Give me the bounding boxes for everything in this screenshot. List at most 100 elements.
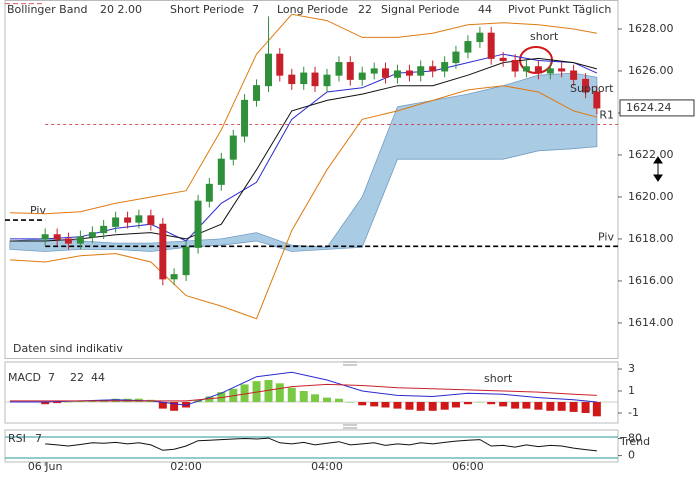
histogram-bar: [346, 402, 355, 403]
candle-body: [135, 215, 143, 223]
histogram-bar: [323, 397, 332, 403]
y-tick-label: 1: [628, 384, 635, 397]
candle-body: [217, 158, 225, 185]
indicator-settings: 22: [358, 3, 372, 16]
candle-body: [499, 57, 507, 61]
macd-panel: [4, 361, 619, 424]
pivot-label: Piv: [598, 230, 614, 243]
price-box: [619, 99, 695, 117]
panel-setting: 7: [48, 371, 55, 384]
macd-line: [9, 371, 597, 406]
histogram-bar: [252, 381, 261, 403]
candle-body: [300, 72, 308, 85]
candle-body: [522, 66, 530, 72]
candle-body: [88, 232, 96, 238]
histogram-bar: [416, 402, 425, 411]
y-tick-label: 1616.00: [628, 274, 674, 287]
histogram-bar: [546, 402, 555, 411]
candle-body: [159, 223, 167, 280]
panel-label: RSI: [8, 432, 26, 445]
price-label: 1624.24: [626, 101, 672, 114]
annotation: short: [484, 372, 513, 385]
candle-body: [582, 78, 590, 93]
histogram-bar: [158, 402, 167, 409]
candle-body: [205, 183, 213, 202]
rsi-line: [45, 437, 597, 452]
histogram-bar: [428, 402, 437, 411]
x-tick-label: 02:00: [170, 460, 202, 473]
y-tick-label: -1: [628, 406, 639, 419]
annotation: Trend: [619, 435, 650, 448]
histogram-bar: [405, 402, 414, 410]
indicator-settings: 7: [252, 3, 259, 16]
x-tick-label: 06:00: [452, 460, 484, 473]
overlay-line: [9, 13, 597, 215]
histogram-bar: [334, 398, 343, 403]
y-tick-label: 3: [628, 362, 635, 375]
histogram-bar: [569, 402, 578, 412]
y-tick-label: 1626.00: [628, 64, 674, 77]
indicator-name: Signal Periode: [381, 3, 460, 16]
histogram-bar: [522, 402, 531, 409]
candle-body: [170, 274, 178, 280]
candle-body: [441, 62, 449, 72]
candle-body: [370, 68, 378, 74]
y-tick-label: 1628.00: [628, 22, 674, 35]
candle-body: [276, 53, 284, 76]
histogram-bar: [88, 400, 97, 403]
pivot-label: R1: [599, 109, 614, 122]
histogram-bar: [370, 402, 379, 407]
candle-body: [265, 53, 273, 87]
overlay-line: [9, 85, 598, 320]
histogram-bar: [205, 396, 214, 403]
histogram-bar: [381, 402, 390, 408]
candle-body: [124, 217, 132, 223]
histogram-bar: [440, 402, 449, 410]
histogram-bar: [581, 402, 590, 413]
histogram-bar: [499, 402, 508, 407]
histogram-bar: [358, 402, 367, 406]
candle-body: [147, 215, 155, 225]
y-tick-label: 80: [628, 432, 642, 445]
histogram-bar: [475, 402, 484, 403]
y-tick-label: 0: [628, 449, 635, 462]
x-tick-label: 06 Jun: [28, 460, 63, 473]
panel-setting: 7: [35, 432, 42, 445]
panel-setting: 22: [70, 371, 84, 384]
histogram-bar: [592, 402, 601, 417]
candle-body: [429, 66, 437, 72]
candle-body: [405, 70, 413, 76]
y-tick-label: 1614.00: [628, 316, 674, 329]
candle-body: [534, 66, 542, 74]
indicator-name: Pivot Punkt Täglich: [508, 3, 611, 16]
indicator-name: Long Periode: [277, 3, 348, 16]
histogram-bar: [534, 402, 543, 410]
candle-body: [100, 225, 108, 234]
annotation: Support: [570, 82, 614, 95]
candle-body: [335, 62, 343, 76]
candle-body: [476, 32, 484, 43]
panel-label: MACD: [8, 371, 41, 384]
overlay-line: [9, 57, 598, 242]
candle-body: [464, 41, 472, 53]
scroll-arrows[interactable]: [653, 156, 663, 182]
indicator-name: Bollinger Band: [7, 3, 87, 16]
candle-body: [194, 200, 202, 248]
candle-body: [53, 234, 61, 240]
histogram-bar: [264, 380, 273, 403]
histogram-bar: [511, 402, 520, 409]
histogram-bar: [287, 387, 296, 403]
histogram-bar: [557, 402, 566, 411]
histogram-bar: [311, 394, 320, 403]
histogram-bar: [182, 402, 191, 408]
candle-body: [381, 68, 389, 78]
y-tick-label: 1622.00: [628, 148, 674, 161]
indicator-settings: 44: [478, 3, 492, 16]
candle-body: [393, 70, 401, 78]
candle-body: [511, 59, 519, 72]
histogram-bar: [299, 391, 308, 403]
histogram-bar: [487, 402, 496, 405]
histogram-bar: [111, 398, 120, 403]
panel-grip[interactable]: [343, 361, 357, 429]
